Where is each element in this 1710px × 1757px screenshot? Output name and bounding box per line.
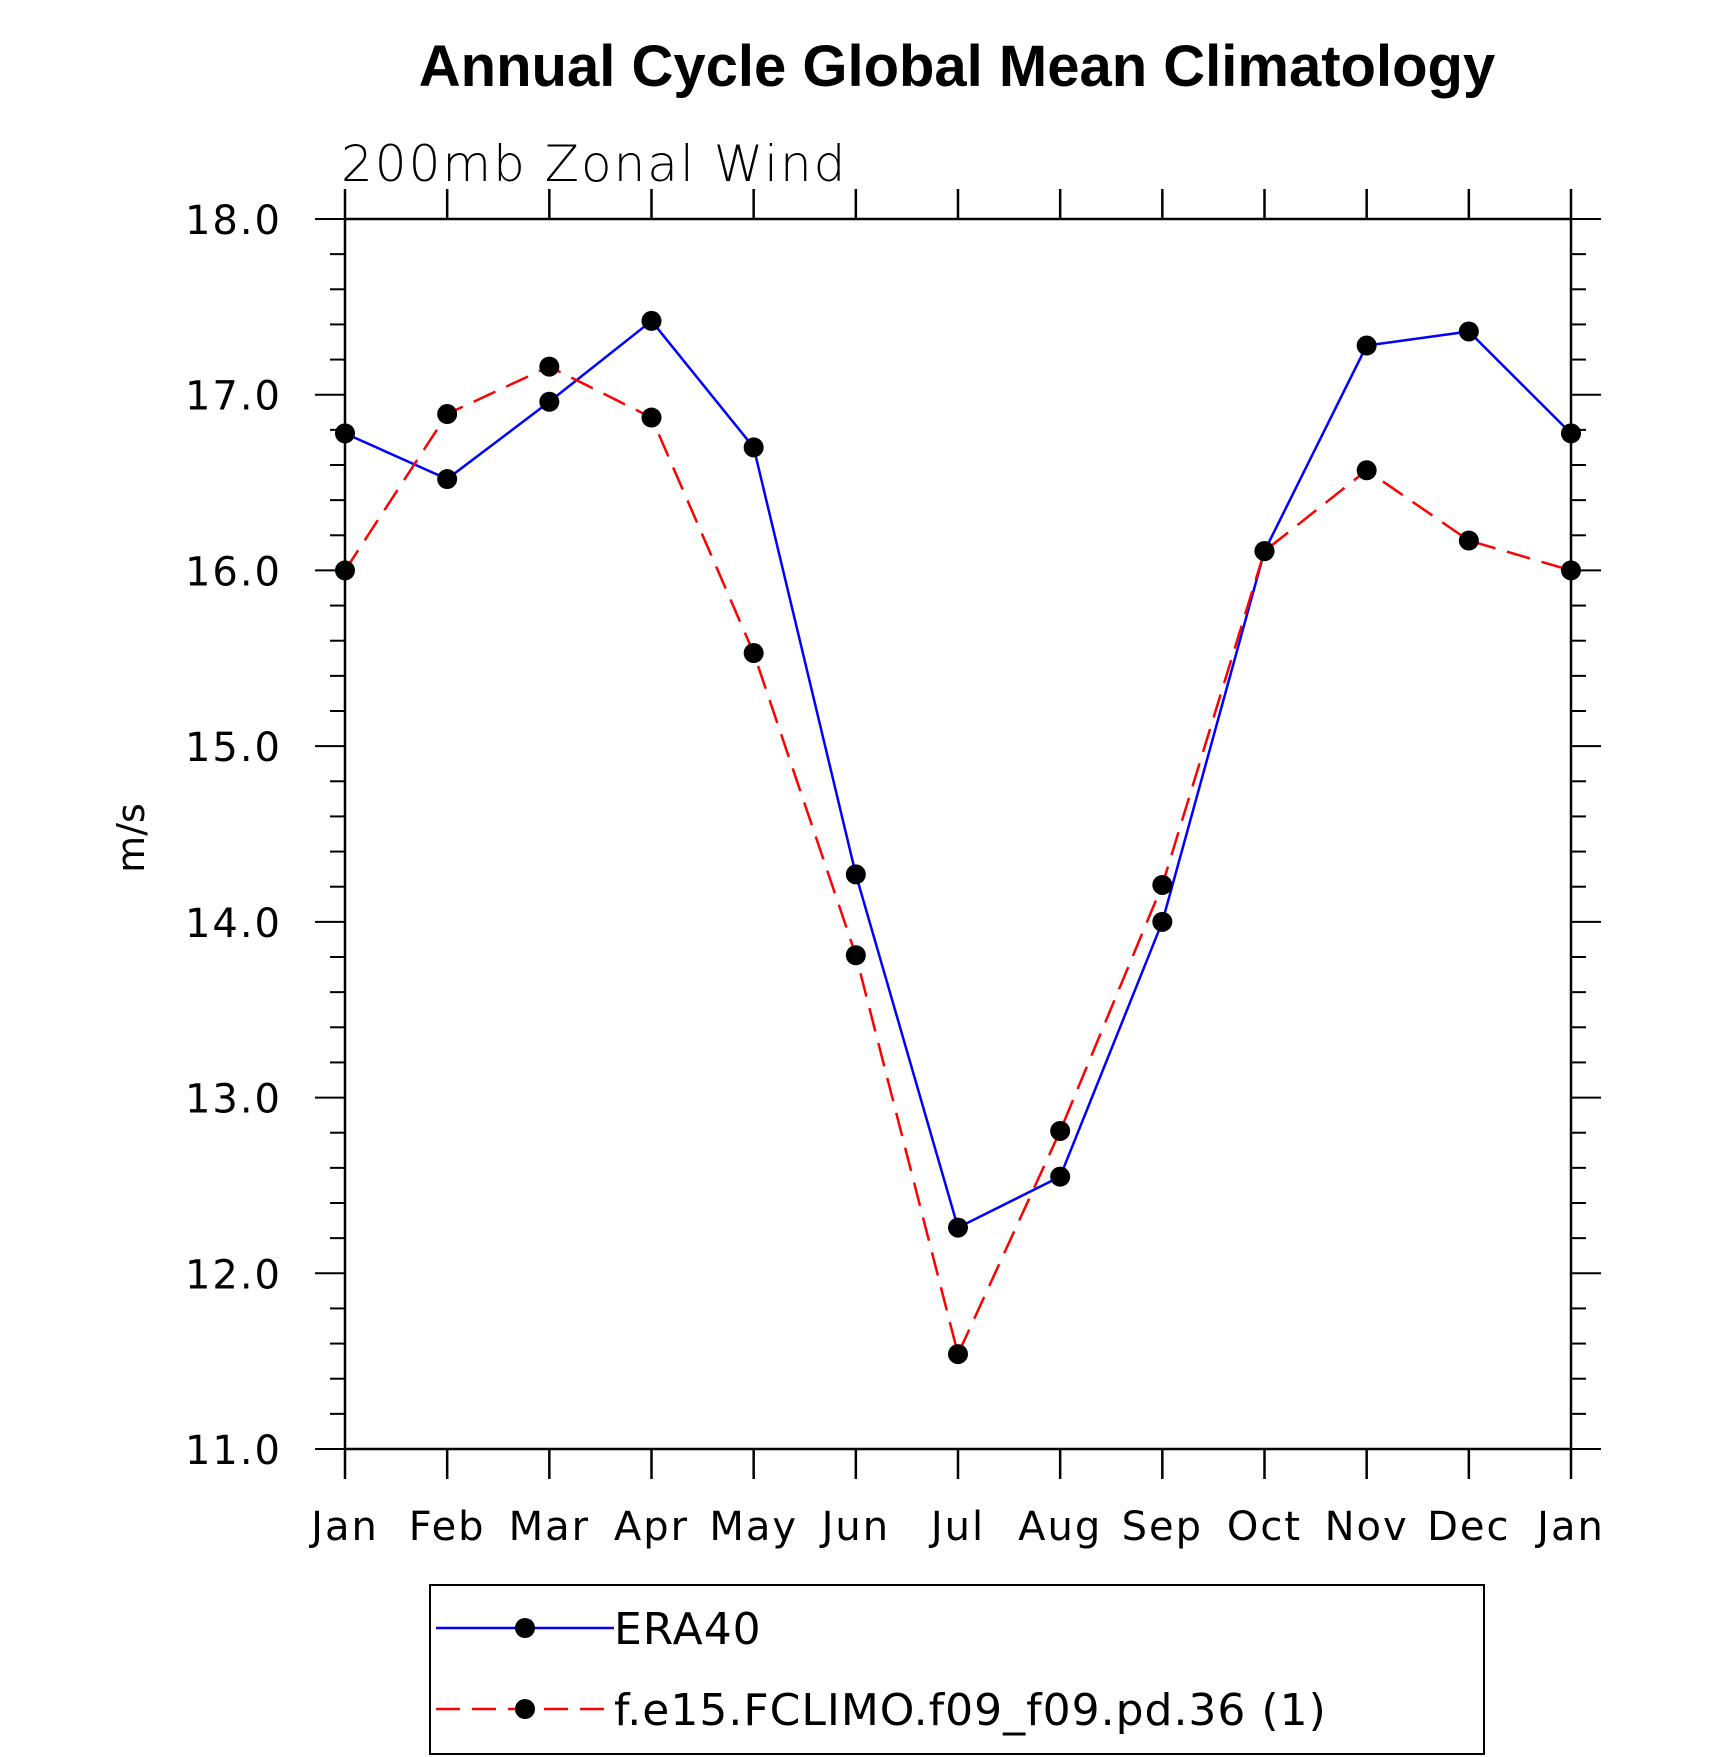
- plot-frame: [343, 217, 1573, 1451]
- x-tick-label: Jan: [308, 1504, 379, 1550]
- legend-label-era40: ERA40: [614, 1604, 762, 1655]
- x-tick-label: Mar: [509, 1504, 590, 1550]
- series-0-point: [743, 437, 764, 458]
- series-0-point: [437, 469, 458, 490]
- series-1-point: [539, 356, 560, 377]
- series-0-point: [1050, 1166, 1071, 1187]
- y-tick-label: 14.0: [185, 901, 282, 947]
- series-0-point: [539, 391, 560, 412]
- x-tick-label: Jul: [928, 1504, 985, 1550]
- chart-subtitle: 200mb Zonal Wind: [341, 135, 847, 193]
- x-tick-labels: Jan Feb Mar Apr May Jun Jul Aug Sep Oct Nov Dec Jan: [308, 1504, 1605, 1550]
- x-tick-label: Feb: [409, 1504, 486, 1550]
- series-0-point: [948, 1217, 968, 1238]
- series-1-point: [1561, 560, 1581, 581]
- series-0-point: [1152, 911, 1173, 932]
- series-0-point: [641, 310, 662, 331]
- series-1-point: [1458, 530, 1479, 551]
- y-tick-label: 17.0: [185, 374, 282, 420]
- x-tick-label: Apr: [614, 1504, 689, 1550]
- y-tick-labels: 11.0 12.0 13.0 14.0 15.0 16.0 17.0 18.0: [185, 198, 282, 1474]
- series-1-point: [1254, 541, 1275, 562]
- series-1-point: [1356, 460, 1377, 481]
- series-0-point: [1458, 321, 1479, 342]
- legend-marker-era40: [515, 1618, 535, 1638]
- x-tick-label: Oct: [1227, 1504, 1302, 1550]
- y-tick-label: 12.0: [185, 1252, 282, 1298]
- x-tick-label: Aug: [1018, 1504, 1102, 1550]
- series-1-point: [1050, 1120, 1071, 1141]
- y-tick-label: 13.0: [185, 1077, 282, 1123]
- plot-axes: [315, 189, 1601, 1479]
- x-tick-label: Dec: [1427, 1504, 1510, 1550]
- series-1-point: [335, 560, 355, 581]
- series-layer: [335, 310, 1581, 1365]
- series-0-point: [1561, 423, 1581, 444]
- series-0-point: [335, 423, 355, 444]
- legend-label-model: f.e15.FCLIMO.f09_f09.pd.36 (1): [614, 1685, 1327, 1736]
- x-tick-label: Nov: [1325, 1504, 1409, 1550]
- series-line-0: [344, 319, 1572, 1230]
- x-tick-label: Sep: [1122, 1504, 1203, 1550]
- series-1-point: [948, 1344, 968, 1365]
- series-line-1: [343, 365, 1572, 1358]
- series-0-point: [845, 864, 866, 885]
- y-tick-label: 11.0: [185, 1428, 282, 1474]
- series-0-point: [1356, 335, 1377, 356]
- x-tick-label: Jun: [819, 1504, 891, 1550]
- series-1-point: [845, 945, 866, 966]
- x-tick-label: Jan: [1534, 1504, 1605, 1550]
- legend: ERA40 f.e15.FCLIMO.f09_f09.pd.36 (1): [429, 1584, 1485, 1755]
- chart-title: Annual Cycle Global Mean Climatology: [419, 34, 1495, 99]
- series-1-point: [1152, 874, 1173, 895]
- y-tick-label: 16.0: [185, 549, 282, 595]
- x-tick-label: May: [709, 1504, 798, 1550]
- series-1-point: [437, 404, 458, 425]
- legend-marker-model: [515, 1699, 535, 1719]
- y-axis-label: m/s: [109, 803, 153, 873]
- series-1-point: [743, 643, 764, 664]
- y-tick-label: 18.0: [185, 198, 282, 244]
- series-1-point: [641, 407, 662, 428]
- y-tick-label: 15.0: [185, 725, 282, 771]
- legend-box: [429, 1584, 1485, 1755]
